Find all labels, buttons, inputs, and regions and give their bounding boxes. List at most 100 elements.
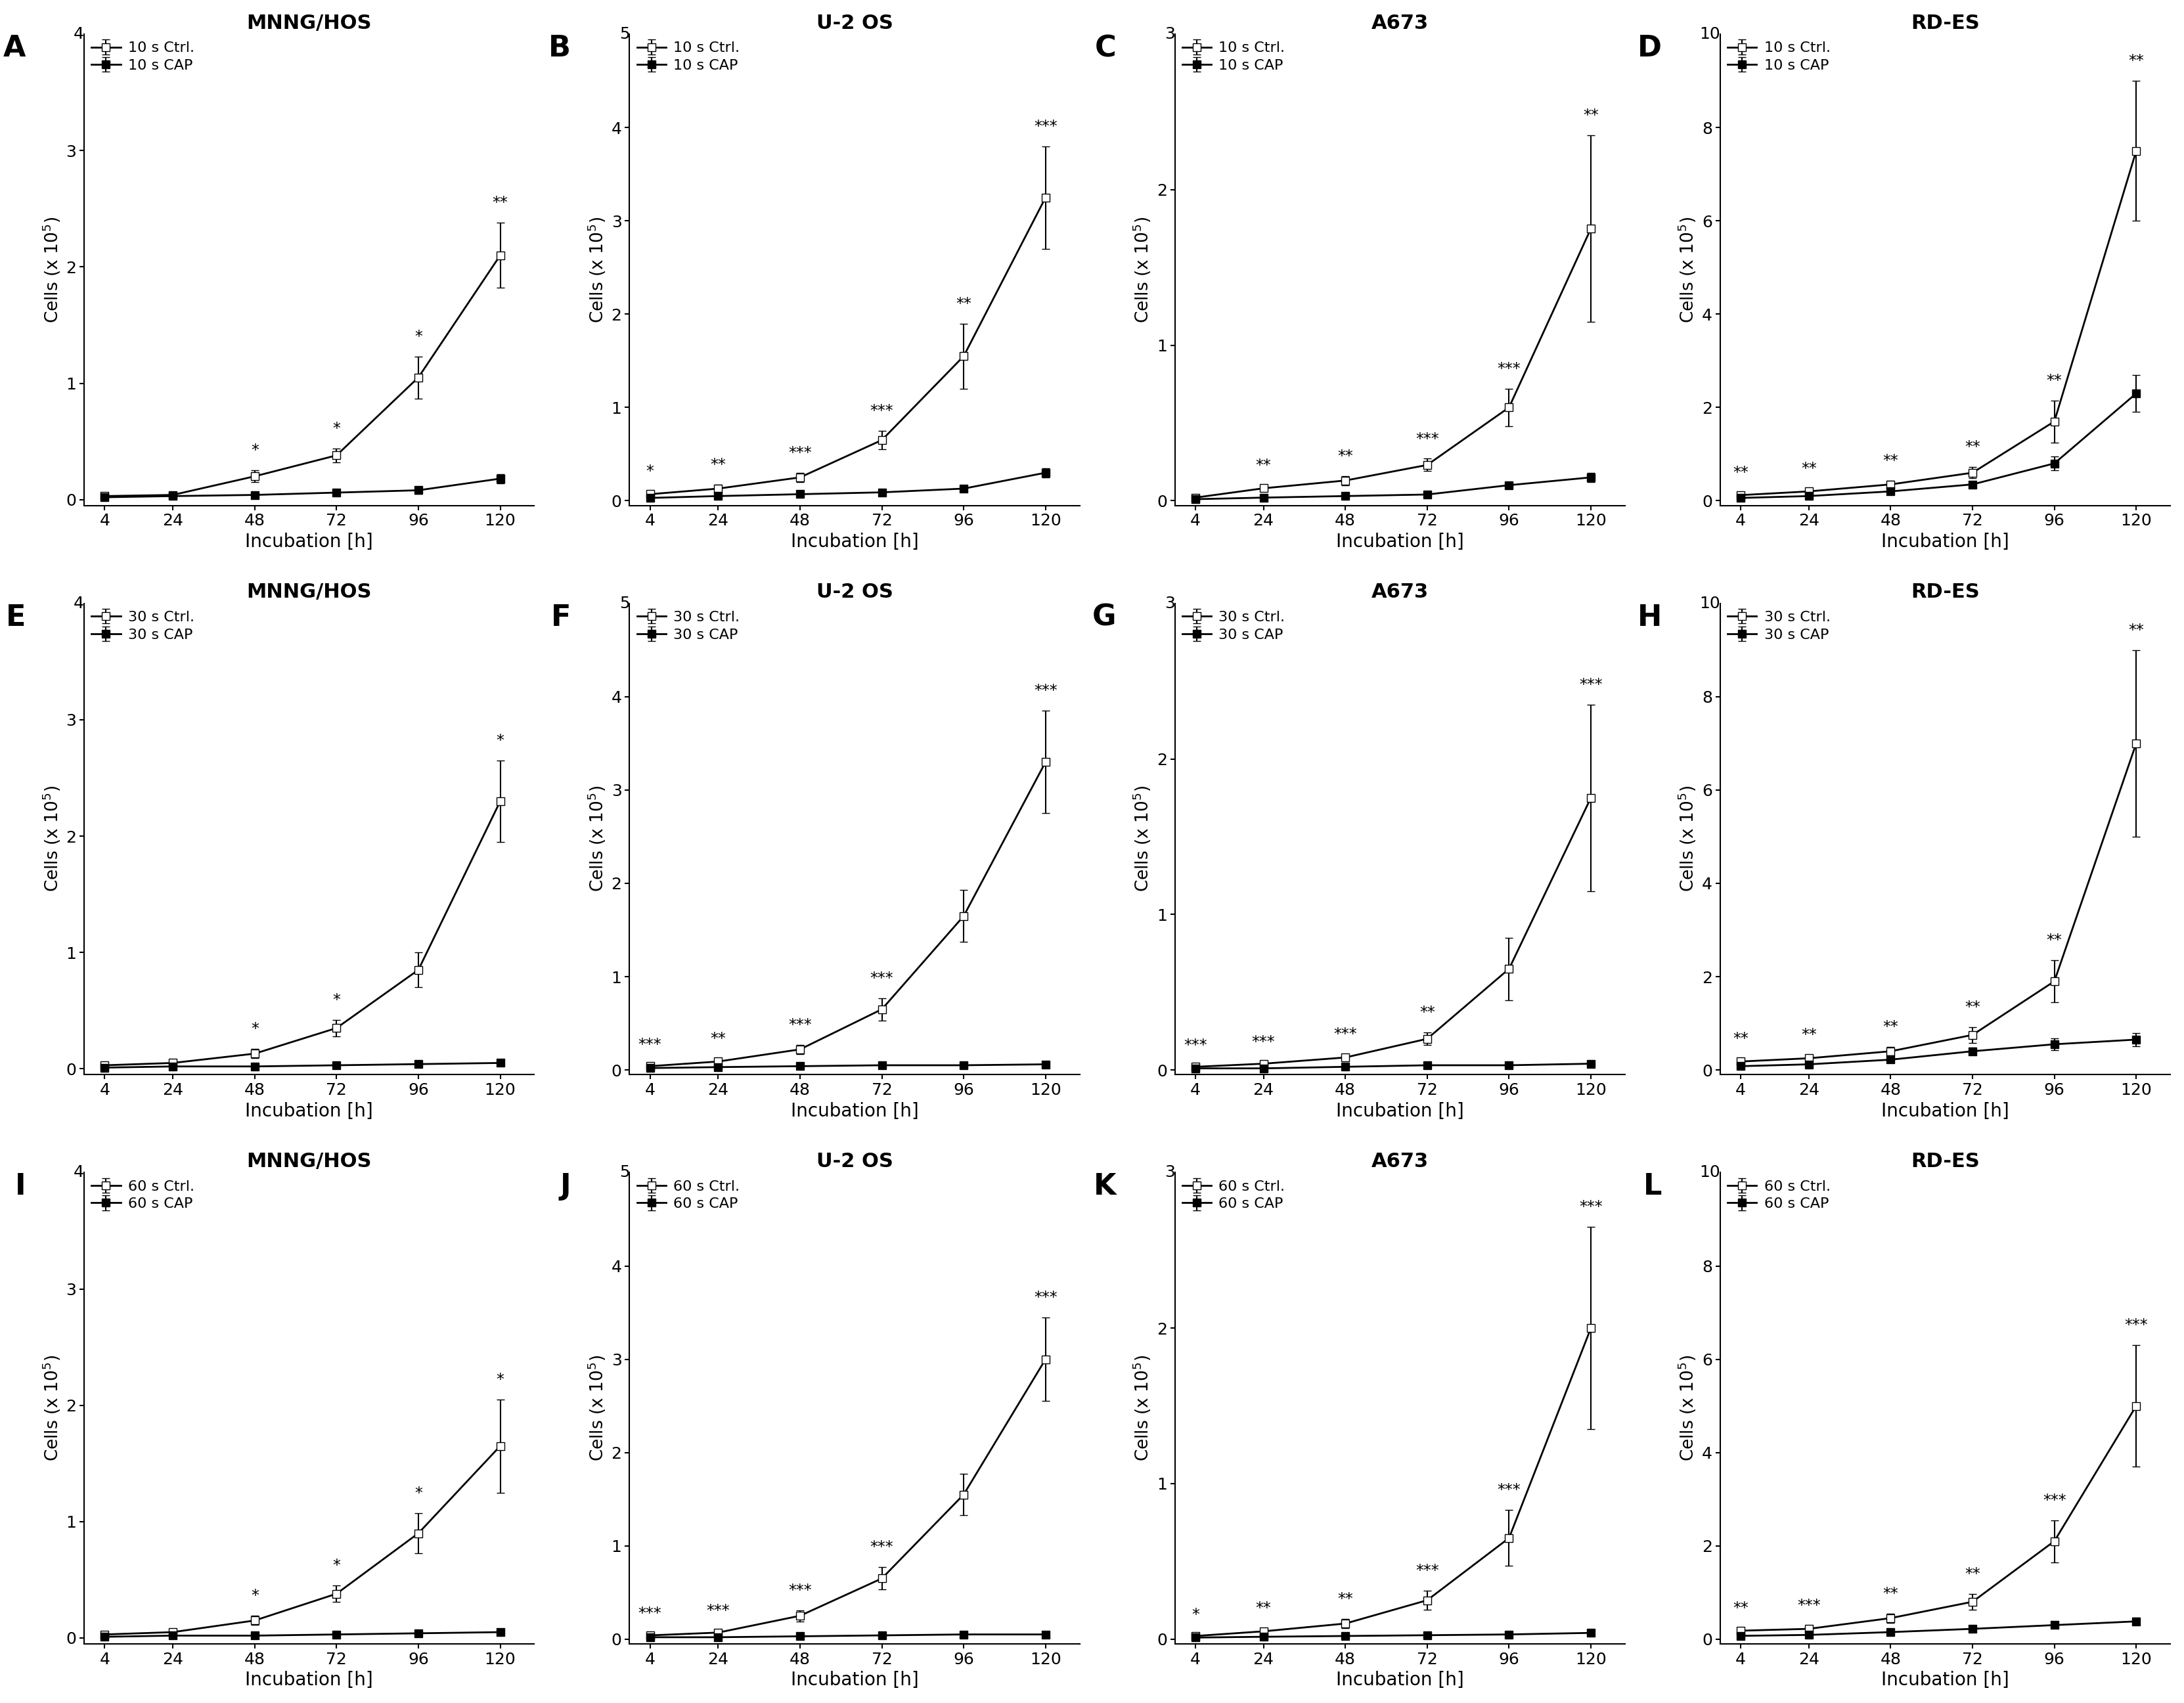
Text: ***: *** [1251, 1035, 1275, 1051]
Text: 3: 3 [1164, 596, 1175, 611]
Text: **: ** [1966, 439, 1981, 455]
Text: 10: 10 [1699, 1165, 1721, 1180]
Text: *: * [332, 421, 341, 436]
Text: **: ** [1256, 458, 1271, 473]
Text: 4: 4 [74, 26, 85, 43]
Text: ***: *** [1579, 1199, 1603, 1216]
Text: ***: *** [2042, 1492, 2066, 1509]
Text: 10: 10 [1699, 596, 1721, 611]
Text: ***: *** [638, 1037, 662, 1052]
Title: RD-ES: RD-ES [1911, 582, 1979, 601]
X-axis label: Incubation [h]: Incubation [h] [245, 1102, 373, 1121]
Legend: 60 s Ctrl., 60 s CAP: 60 s Ctrl., 60 s CAP [92, 1180, 194, 1211]
X-axis label: Incubation [h]: Incubation [h] [791, 1102, 919, 1121]
Legend: 10 s Ctrl., 10 s CAP: 10 s Ctrl., 10 s CAP [92, 41, 194, 72]
Text: *: * [251, 1022, 258, 1037]
Y-axis label: Cells (x 10$^{5}$): Cells (x 10$^{5}$) [585, 1356, 607, 1461]
Legend: 30 s Ctrl., 30 s CAP: 30 s Ctrl., 30 s CAP [92, 611, 194, 642]
Title: RD-ES: RD-ES [1911, 1151, 1979, 1172]
Text: ***: *** [2125, 1318, 2147, 1333]
X-axis label: Incubation [h]: Incubation [h] [1337, 533, 1463, 552]
Legend: 30 s Ctrl., 30 s CAP: 30 s Ctrl., 30 s CAP [1182, 611, 1284, 642]
Text: **: ** [1883, 1585, 1898, 1601]
Y-axis label: Cells (x 10$^{5}$): Cells (x 10$^{5}$) [585, 216, 607, 324]
Text: J: J [559, 1173, 570, 1201]
Text: **: ** [1732, 465, 1749, 480]
Legend: 30 s Ctrl., 30 s CAP: 30 s Ctrl., 30 s CAP [638, 611, 740, 642]
Text: *: * [251, 1589, 258, 1604]
Text: ***: *** [869, 971, 893, 986]
Text: D: D [1638, 34, 1662, 63]
X-axis label: Incubation [h]: Incubation [h] [1337, 1102, 1463, 1121]
Legend: 10 s Ctrl., 10 s CAP: 10 s Ctrl., 10 s CAP [1728, 41, 1830, 72]
Text: ***: *** [638, 1606, 662, 1621]
Title: A673: A673 [1372, 582, 1428, 601]
Text: L: L [1642, 1173, 1662, 1201]
Text: 5: 5 [620, 1165, 629, 1180]
Y-axis label: Cells (x 10$^{5}$): Cells (x 10$^{5}$) [41, 216, 63, 324]
Text: ***: *** [788, 444, 812, 462]
Y-axis label: Cells (x 10$^{5}$): Cells (x 10$^{5}$) [1131, 1356, 1153, 1461]
Legend: 10 s Ctrl., 10 s CAP: 10 s Ctrl., 10 s CAP [1182, 41, 1284, 72]
Text: ***: *** [1415, 1563, 1439, 1579]
Legend: 60 s Ctrl., 60 s CAP: 60 s Ctrl., 60 s CAP [638, 1180, 740, 1211]
Legend: 60 s Ctrl., 60 s CAP: 60 s Ctrl., 60 s CAP [1728, 1180, 1830, 1211]
Title: U-2 OS: U-2 OS [817, 14, 893, 32]
Text: ***: *** [1415, 431, 1439, 446]
X-axis label: Incubation [h]: Incubation [h] [1880, 1671, 2009, 1689]
Title: MNNG/HOS: MNNG/HOS [247, 1151, 371, 1172]
Text: G: G [1092, 603, 1116, 632]
Y-axis label: Cells (x 10$^{5}$): Cells (x 10$^{5}$) [1131, 216, 1153, 324]
Legend: 30 s Ctrl., 30 s CAP: 30 s Ctrl., 30 s CAP [1728, 611, 1830, 642]
Y-axis label: Cells (x 10$^{5}$): Cells (x 10$^{5}$) [1131, 785, 1153, 892]
Text: **: ** [2129, 53, 2145, 70]
Text: **: ** [1883, 1018, 1898, 1035]
Text: *: * [1192, 1608, 1199, 1623]
Legend: 60 s Ctrl., 60 s CAP: 60 s Ctrl., 60 s CAP [1182, 1180, 1284, 1211]
Text: **: ** [1337, 1591, 1354, 1608]
Text: **: ** [710, 1032, 725, 1047]
Text: ***: *** [788, 1017, 812, 1034]
Title: RD-ES: RD-ES [1911, 14, 1979, 32]
Text: *: * [415, 1487, 422, 1502]
Text: **: ** [2046, 933, 2062, 949]
Title: A673: A673 [1372, 14, 1428, 32]
X-axis label: Incubation [h]: Incubation [h] [1880, 1102, 2009, 1121]
Text: **: ** [1802, 1027, 1817, 1044]
Text: ***: *** [788, 1582, 812, 1599]
Text: ***: *** [1498, 1483, 1520, 1499]
Text: **: ** [2129, 623, 2145, 639]
Text: **: ** [1256, 1601, 1271, 1616]
Text: **: ** [2046, 373, 2062, 388]
Text: **: ** [710, 458, 725, 473]
Text: 3: 3 [1164, 26, 1175, 43]
Text: *: * [251, 443, 258, 458]
Text: I: I [15, 1173, 26, 1201]
Text: *: * [415, 329, 422, 344]
Text: B: B [548, 34, 570, 63]
Text: K: K [1094, 1173, 1116, 1201]
Text: *: * [496, 1373, 505, 1388]
Text: ***: *** [869, 1540, 893, 1555]
X-axis label: Incubation [h]: Incubation [h] [1337, 1671, 1463, 1689]
Title: A673: A673 [1372, 1151, 1428, 1172]
Text: *: * [332, 993, 341, 1008]
Text: ***: *** [1579, 678, 1603, 693]
Text: **: ** [1966, 1567, 1981, 1582]
Text: H: H [1638, 603, 1662, 632]
Text: ***: *** [1033, 683, 1057, 698]
Text: 5: 5 [620, 26, 629, 43]
X-axis label: Incubation [h]: Incubation [h] [245, 1671, 373, 1689]
Text: A: A [2, 34, 26, 63]
Text: **: ** [1420, 1005, 1435, 1020]
Y-axis label: Cells (x 10$^{5}$): Cells (x 10$^{5}$) [585, 785, 607, 892]
Y-axis label: Cells (x 10$^{5}$): Cells (x 10$^{5}$) [41, 1356, 63, 1461]
Text: **: ** [1966, 1000, 1981, 1015]
Text: ***: *** [705, 1603, 729, 1620]
Text: F: F [550, 603, 570, 632]
Text: ***: *** [1498, 361, 1520, 376]
Text: ***: *** [1184, 1037, 1208, 1054]
Title: MNNG/HOS: MNNG/HOS [247, 582, 371, 601]
Y-axis label: Cells (x 10$^{5}$): Cells (x 10$^{5}$) [1677, 785, 1699, 892]
Text: ***: *** [1033, 1289, 1057, 1306]
